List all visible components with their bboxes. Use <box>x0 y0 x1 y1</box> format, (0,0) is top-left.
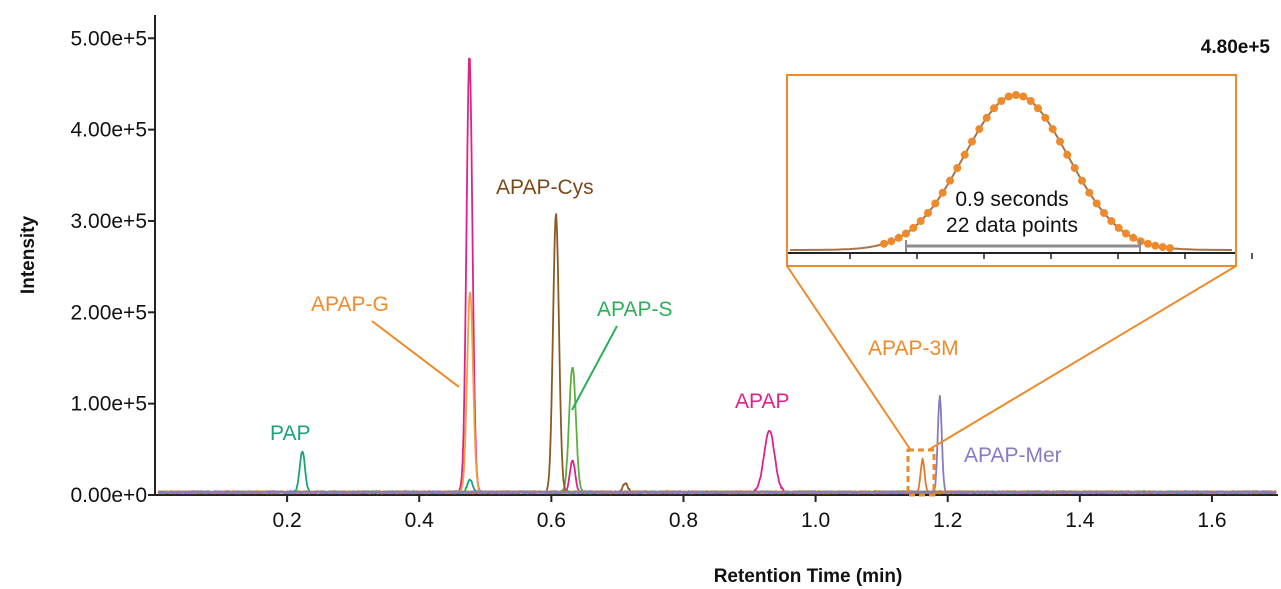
x-axis-ticks: 0.2 0.4 0.6 0.8 1.0 1.2 1.4 1.6 <box>273 495 1227 532</box>
inset-data-point <box>1100 209 1108 217</box>
inset-data-point <box>1034 104 1042 113</box>
inset-points-label: 22 data points <box>946 214 1078 237</box>
x-tick-label: 0.6 <box>537 509 566 532</box>
trace-apap-g <box>157 291 1277 495</box>
inset-data-point <box>931 199 940 208</box>
annotation-apap: APAP <box>735 390 789 413</box>
x-tick-label: 0.2 <box>273 509 302 532</box>
max-intensity-label: 4.80e+5 <box>1201 37 1271 58</box>
inset-data-point <box>1078 176 1086 185</box>
inset-data-point <box>975 125 984 134</box>
trace-apap-3m <box>157 457 1277 495</box>
annotation-apap-cys: APAP-Cys <box>496 176 594 199</box>
y-tick-label: 0.00e+0 <box>71 484 148 507</box>
inset-data-points <box>880 91 1174 253</box>
inset-duration-label: 0.9 seconds <box>955 188 1068 211</box>
y-axis-ticks: 0.00e+0 1.00e+5 2.00e+5 3.00e+5 4.00e+5 5.00e… <box>71 27 155 507</box>
inset-data-point <box>997 97 1006 105</box>
annotation-pap: PAP <box>270 422 310 445</box>
inset-data-point <box>880 239 888 248</box>
axes <box>154 15 1278 496</box>
trace-apap-s <box>157 366 1277 495</box>
inset-axis <box>788 252 1253 259</box>
annotation-apap-g: APAP-G <box>311 293 389 316</box>
inset-data-point <box>982 113 991 122</box>
annotation-apap-s: APAP-S <box>597 298 672 321</box>
inset-data-point <box>1070 164 1079 172</box>
inset-data-point <box>902 229 910 238</box>
inset-data-point <box>990 104 998 113</box>
inset-data-point <box>916 217 925 226</box>
y-tick-label: 4.00e+5 <box>71 119 148 142</box>
x-tick-label: 0.8 <box>669 509 698 532</box>
trace-pap <box>157 450 1277 495</box>
inset-data-point <box>887 237 896 246</box>
inset-data-point <box>946 176 954 185</box>
x-tick-label: 1.2 <box>933 509 962 532</box>
x-tick-label: 0.4 <box>405 509 435 532</box>
y-tick-label: 5.00e+5 <box>71 27 148 50</box>
annotation-apap-g-leader <box>371 320 460 388</box>
y-tick-label: 3.00e+5 <box>71 210 148 233</box>
inset-data-point <box>1129 233 1138 242</box>
inset-data-point <box>1158 243 1167 252</box>
zoom-connector-right <box>929 265 1237 450</box>
inset-data-point <box>1114 223 1123 232</box>
inset-data-point <box>953 164 962 172</box>
x-tick-label: 1.4 <box>1065 509 1095 532</box>
inset-data-point <box>938 188 947 197</box>
inset-data-point <box>1012 91 1020 99</box>
inset-data-point <box>1144 239 1152 248</box>
inset-data-point <box>894 233 903 242</box>
annotation-apap-mer: APAP-Mer <box>964 444 1062 467</box>
inset-data-point <box>1019 92 1028 101</box>
inset-data-point <box>1085 188 1094 197</box>
x-tick-label: 1.0 <box>801 509 830 532</box>
inset-data-point <box>924 209 932 217</box>
y-tick-label: 2.00e+5 <box>71 301 148 324</box>
inset-data-point <box>1063 150 1072 159</box>
inset-data-point <box>1048 125 1057 134</box>
x-axis-label: Retention Time (min) <box>714 566 903 587</box>
zoom-region-box <box>906 448 936 497</box>
y-tick-label: 1.00e+5 <box>71 393 148 416</box>
inset-data-point <box>1151 241 1160 250</box>
inset-data-point <box>1041 113 1050 122</box>
inset-frame <box>786 74 1237 267</box>
annotation-apap-3m: APAP-3M <box>868 337 959 360</box>
inset-data-point <box>1026 97 1035 105</box>
inset-data-point <box>909 223 918 232</box>
inset-data-point <box>960 150 969 159</box>
trace-apap-mer <box>158 394 1277 495</box>
inset-data-point <box>1122 229 1130 238</box>
x-tick-label: 1.6 <box>1197 509 1226 532</box>
inset-data-point <box>968 137 976 146</box>
inset-zoom-panel: 0.9 seconds 22 data points <box>786 74 1253 267</box>
inset-data-point <box>1004 92 1013 101</box>
inset-data-point <box>1092 199 1101 208</box>
inset-data-point <box>1166 244 1174 253</box>
zoom-connector-left <box>786 265 911 450</box>
y-axis-label: Intensity <box>18 216 39 295</box>
annotation-apap-s-leader <box>571 325 618 411</box>
series-traces <box>157 57 1277 495</box>
inset-data-point <box>1107 217 1116 226</box>
inset-data-point <box>1056 137 1064 146</box>
